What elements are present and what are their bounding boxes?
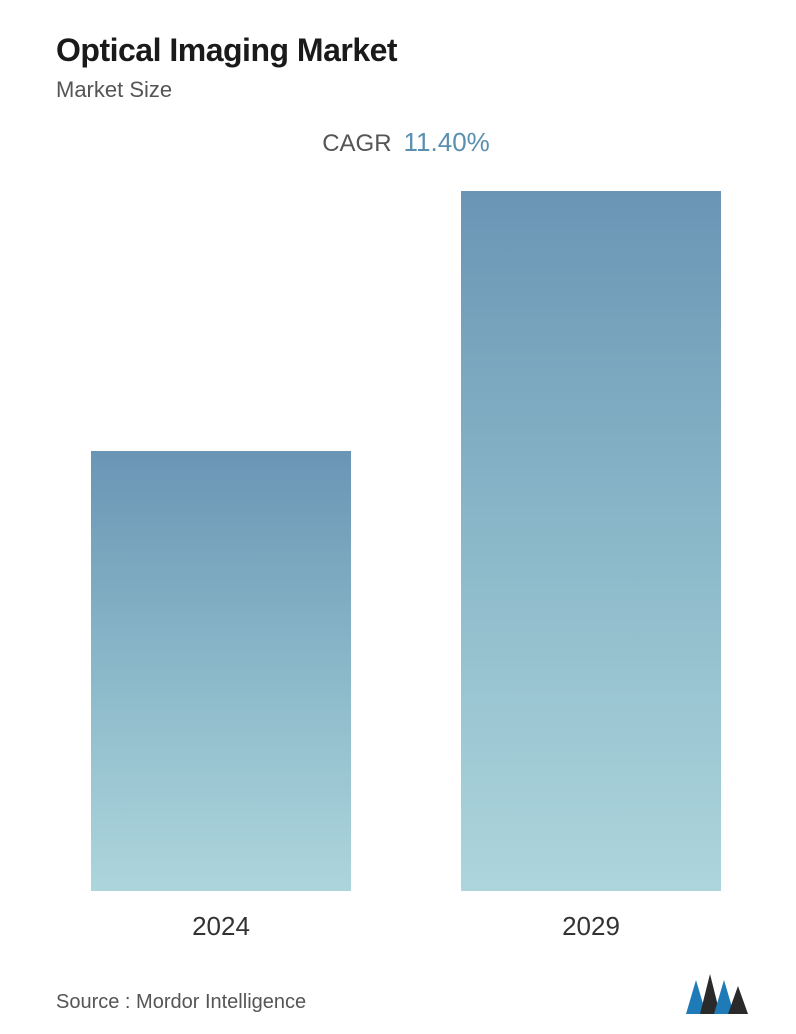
bar-2024 [91, 451, 351, 891]
cagr-label: CAGR [322, 130, 391, 158]
bar-label-2029: 2029 [562, 911, 620, 942]
chart-area: 2024 2029 [56, 178, 756, 942]
bar-label-2024: 2024 [192, 911, 250, 942]
footer: Source : Mordor Intelligence [56, 972, 756, 1014]
source-text: Source : Mordor Intelligence [56, 991, 306, 1014]
cagr-value: 11.40% [404, 127, 490, 158]
chart-subtitle: Market Size [56, 77, 756, 103]
bar-group-2029: 2029 [446, 191, 736, 942]
bar-group-2024: 2024 [76, 451, 366, 942]
bar-2029 [461, 191, 721, 891]
cagr-row: CAGR 11.40% [56, 127, 756, 158]
mordor-logo-icon [686, 972, 748, 1014]
chart-title: Optical Imaging Market [56, 32, 756, 69]
chart-container: Optical Imaging Market Market Size CAGR … [0, 0, 796, 1034]
